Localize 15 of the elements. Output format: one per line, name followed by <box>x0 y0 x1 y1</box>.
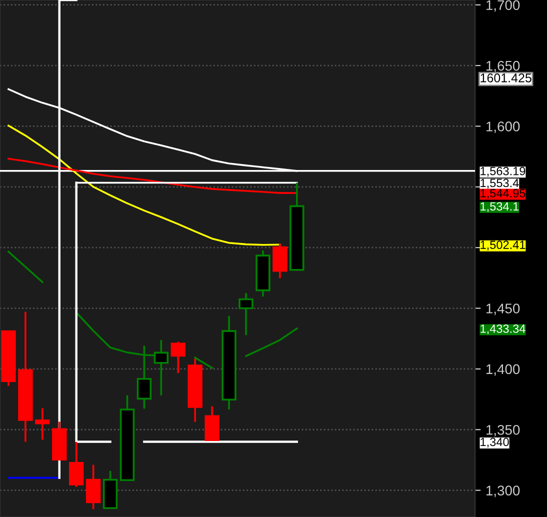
y-tick-label: 1,600 <box>486 122 520 134</box>
text: 1,534.1 <box>480 202 519 212</box>
text: 1,563.19 <box>480 166 526 177</box>
y-tick-label: 1,400 <box>486 364 520 376</box>
y-tick-label: 1,650 <box>486 60 520 72</box>
y-tick-label: 1,700 <box>486 0 520 12</box>
text: 1,433.34 <box>480 324 526 334</box>
text: 1,553.4 <box>480 178 519 189</box>
y-tick-label: 1,350 <box>486 424 520 436</box>
y-tick-label: 1,300 <box>486 486 520 498</box>
text: 1,502.41 <box>480 240 526 250</box>
text: 1,544.95 <box>480 189 526 199</box>
text: 1,340 <box>480 438 509 448</box>
text: 1601.425 <box>480 74 532 82</box>
y-tick-label: 1,450 <box>486 304 520 316</box>
